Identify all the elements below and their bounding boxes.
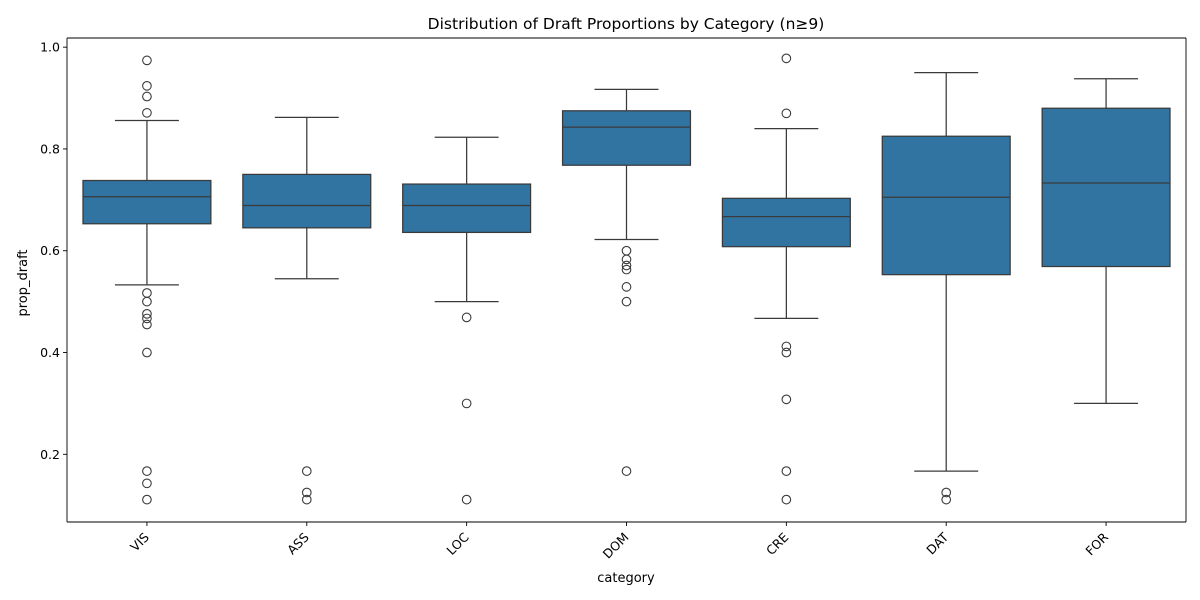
y-tick-label: 0.4 [40,345,60,360]
box-vis [82,179,212,225]
outlier-point-cre [781,494,792,505]
outlier-point-ass [301,494,312,505]
outlier-point-dat [941,494,952,505]
x-tick-label-cre: CRE [763,529,792,558]
outlier-point-vis [142,319,152,330]
outlier-point-vis [142,494,152,505]
outlier-point-dom [621,466,632,476]
x-tick-label-for: FOR [1082,529,1111,558]
x-tick-label-loc: LOC [443,529,472,558]
outlier-point-vis [142,478,152,489]
outlier-point-cre [781,466,792,476]
chart-title: Distribution of Draft Proportions by Cat… [428,15,825,33]
outlier-point-dat [941,487,952,498]
box-ass [242,173,372,229]
x-axis-label: category [597,571,655,586]
outlier-point-vis [142,313,152,324]
y-tick-label: 1.0 [40,40,60,55]
plot-area: 0.2 0.4 0.6 0.8 1.0 VIS ASS LOC DOM CRE DAT FOR [40,37,1187,562]
outlier-point-dom [621,296,632,307]
y-tick-label: 0.8 [40,141,60,156]
outlier-point-loc [461,312,472,323]
outlier-point-vis [142,466,152,476]
outlier-point-dom [621,245,632,256]
outlier-point-dom [621,254,632,265]
y-tick-label: 0.6 [40,243,60,258]
outlier-point-cre [781,394,792,405]
outlier-point-vis [142,288,152,298]
outlier-point-dom [621,282,632,292]
y-axis-label: prop_draft [16,249,31,316]
outlier-point-ass [301,487,312,498]
outlier-point-vis [142,107,152,118]
outlier-point-loc [461,398,472,409]
outlier-point-vis [142,296,152,307]
box-dat [881,135,1011,276]
outlier-point-cre [781,347,792,358]
outlier-point-ass [301,466,312,476]
outlier-point-vis [142,55,152,66]
box-loc [402,183,532,234]
y-tick-label: 0.2 [40,447,60,462]
outlier-point-vis [142,347,152,358]
box-cre [721,197,851,248]
outlier-point-dom [621,260,632,271]
box-for [1041,107,1171,268]
x-tick-label-vis: VIS [127,529,152,554]
outlier-point-vis [142,91,152,102]
box-dom [561,110,692,166]
outlier-point-cre [781,53,792,64]
outlier-point-vis [142,80,152,91]
x-tick-label-dom: DOM [600,530,632,562]
outlier-point-cre [781,341,792,352]
x-tick-label-ass: ASS [284,529,312,557]
x-tick-label-dat: DAT [923,529,951,557]
outlier-point-vis [142,308,152,319]
outlier-point-cre [781,108,792,119]
outlier-point-loc [461,494,472,505]
outlier-point-dom [621,264,632,275]
